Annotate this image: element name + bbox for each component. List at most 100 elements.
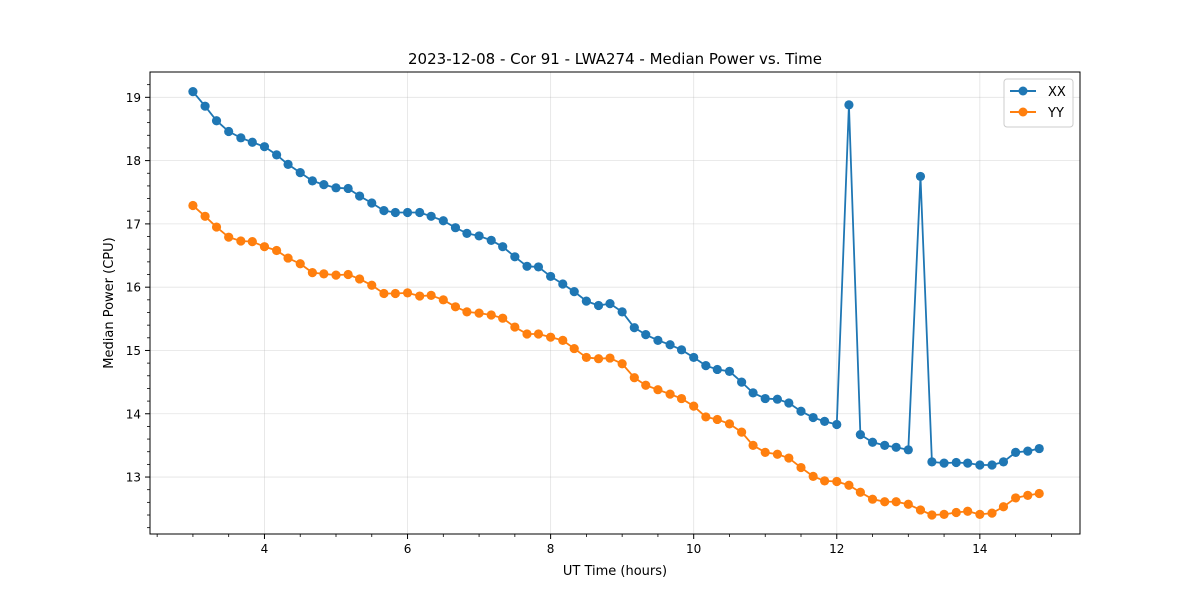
series-xx-point-66 [975, 460, 985, 470]
series-xx-point-64 [951, 457, 961, 468]
x-tick-label-3: 10 [686, 542, 701, 556]
series-yy-point-29 [533, 329, 544, 339]
series-xx-point-65 [963, 458, 973, 468]
series-xx-point-43 [701, 361, 711, 371]
series-xx-point-59 [891, 442, 901, 452]
series-yy-point-14 [355, 274, 365, 284]
series-xx-point-54 [832, 419, 842, 430]
y-tick-label-5: 18 [126, 154, 141, 168]
series-yy-point-28 [522, 329, 532, 339]
x-axis-ticks: 4 6 8 10 12 14 [156, 534, 1052, 556]
series-xx-point-55 [844, 100, 854, 110]
series-xx-point-71 [1034, 443, 1044, 454]
y-axis-label: Median Power (CPU) [102, 237, 117, 368]
series-xx-point-1 [200, 101, 210, 111]
chart-title: 2023-12-08 - Cor 91 - LWA274 - Median Po… [408, 50, 822, 68]
series-xx-point-29 [533, 262, 544, 272]
series-xx-point-16 [379, 206, 389, 216]
series-yy-point-42 [689, 401, 699, 411]
series-xx-point-48 [760, 393, 770, 404]
series-xx-point-13 [343, 183, 353, 194]
series-yy-point-17 [390, 288, 400, 299]
series-xx-point-31 [558, 279, 568, 289]
plot-frame [149, 71, 1081, 535]
series-yy-point-35 [605, 353, 615, 363]
series-yy-point-59 [891, 497, 901, 507]
x-axis-label: UT Time (hours) [563, 564, 667, 579]
series-xx-point-0 [188, 87, 198, 97]
series-xx-point-70 [1023, 446, 1033, 456]
series-xx-point-53 [820, 416, 830, 426]
x-tick-label-4: 12 [829, 542, 844, 556]
series-yy-point-15 [367, 280, 377, 290]
series-yy-point-48 [760, 447, 770, 457]
series-yy-point-12 [331, 270, 341, 280]
series-yy-point-34 [593, 354, 604, 364]
series-xx-point-12 [331, 183, 341, 193]
series-xx-point-46 [737, 377, 747, 387]
series-xx-point-11 [319, 180, 329, 190]
series-layer [188, 87, 1044, 520]
series-xx-point-23 [462, 228, 472, 238]
series-xx-point-3 [224, 126, 234, 137]
series-yy-point-11 [319, 269, 329, 279]
series-yy-point-6 [259, 242, 270, 252]
series-yy-point-71 [1034, 488, 1044, 499]
series-yy-point-47 [748, 440, 758, 450]
series-yy-point-37 [629, 373, 639, 383]
legend: XX YY [1003, 78, 1074, 128]
series-xx-point-4 [236, 133, 246, 143]
series-yy-point-27 [510, 322, 520, 332]
series-xx-point-49 [772, 394, 782, 404]
series-xx-point-19 [415, 207, 425, 218]
series-yy-point-55 [844, 480, 854, 490]
series-xx-point-25 [486, 235, 496, 245]
series-xx-point-18 [402, 207, 413, 218]
series-yy-point-4 [236, 236, 246, 246]
series-yy-point-7 [272, 245, 282, 256]
x-tick-label-5: 14 [972, 542, 987, 556]
series-xx-point-51 [796, 406, 806, 416]
y-tick-label-1: 14 [126, 407, 141, 421]
series-xx-point-15 [367, 198, 377, 208]
legend-xx-label: XX [1048, 85, 1066, 100]
series-yy-point-67 [987, 508, 997, 518]
series-xx-point-44 [712, 364, 722, 375]
series-xx-point-14 [355, 191, 365, 201]
series-yy-point-65 [963, 506, 973, 516]
series-yy-point-70 [1023, 490, 1033, 500]
series-yy-point-40 [665, 389, 675, 399]
series-xx-point-61 [915, 171, 926, 182]
series-yy-point-20 [426, 290, 436, 301]
y-tick-label-3: 16 [126, 281, 141, 295]
series-xx-point-20 [426, 211, 436, 221]
series-yy-point-61 [915, 505, 926, 515]
series-yy-point-63 [939, 509, 949, 519]
series-xx-point-32 [569, 287, 579, 297]
series-yy-point-10 [307, 268, 317, 278]
series-yy-point-39 [653, 385, 663, 395]
series-xx-point-60 [903, 445, 913, 455]
series-yy-point-36 [617, 359, 627, 369]
series-yy-point-56 [855, 487, 865, 497]
series-xx-point-40 [665, 340, 675, 350]
legend-yy-label: YY [1047, 106, 1064, 121]
x-tick-label-2: 8 [547, 542, 555, 556]
series-yy-point-46 [737, 427, 747, 437]
series-xx-point-35 [605, 299, 615, 309]
series-xx-point-56 [855, 430, 865, 440]
series-xx-point-39 [653, 335, 663, 345]
series-yy-point-5 [247, 237, 257, 247]
series-xx-point-42 [689, 352, 699, 363]
series-xx-point-7 [272, 150, 282, 160]
series-yy-point-49 [772, 449, 782, 459]
series-xx-point-9 [295, 168, 305, 178]
series-xx-point-2 [211, 116, 222, 126]
series-yy-point-62 [927, 510, 937, 520]
series-yy-point-8 [283, 253, 293, 263]
series-yy-point-13 [343, 269, 353, 280]
series-xx-point-21 [438, 216, 448, 226]
series-yy-point-16 [379, 288, 389, 299]
series-yy-point-22 [450, 302, 461, 312]
